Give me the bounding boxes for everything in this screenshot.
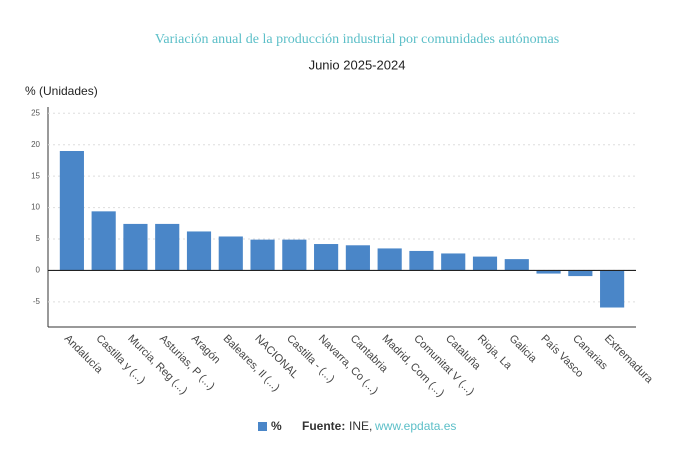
bar xyxy=(282,239,307,271)
bar xyxy=(504,259,529,271)
source-link[interactable]: www.epdata.es xyxy=(374,419,456,433)
bar xyxy=(250,239,275,271)
y-tick-label: 25 xyxy=(31,108,40,117)
legend-swatch xyxy=(258,422,267,431)
y-tick-label: 0 xyxy=(36,266,41,275)
bar xyxy=(218,236,243,271)
bar xyxy=(472,256,498,271)
bar xyxy=(155,223,180,271)
bar xyxy=(345,245,370,271)
bar xyxy=(377,248,402,271)
x-tick-label: Asturias, P (...) xyxy=(157,333,217,393)
bar xyxy=(91,211,116,271)
y-tick-label: 5 xyxy=(36,234,41,243)
x-tick-label: Extremadura xyxy=(602,333,656,387)
bar xyxy=(536,270,561,274)
y-tick-label: 15 xyxy=(31,171,40,180)
y-tick-label: 10 xyxy=(31,203,40,212)
bar xyxy=(59,151,84,271)
chart-subtitle: Junio 2025-2024 xyxy=(309,57,406,72)
legend-label: % xyxy=(271,419,282,433)
legend: % Fuente: INE, www.epdata.es xyxy=(258,419,456,433)
x-tick-label: Baleares, Il (...) xyxy=(221,333,282,394)
chart-title: Variación anual de la producción industr… xyxy=(155,32,559,47)
bar xyxy=(186,231,212,271)
bar xyxy=(600,270,625,308)
bar xyxy=(568,270,593,277)
bar xyxy=(441,253,466,271)
bar xyxy=(314,244,339,271)
bar xyxy=(123,223,148,271)
y-tick-label: -5 xyxy=(33,297,41,306)
source-text: INE, xyxy=(349,419,372,433)
source-label: Fuente: xyxy=(302,419,345,433)
y-axis-label: % (Unidades) xyxy=(25,84,98,98)
bar xyxy=(409,250,434,271)
y-tick-label: 20 xyxy=(31,140,40,149)
